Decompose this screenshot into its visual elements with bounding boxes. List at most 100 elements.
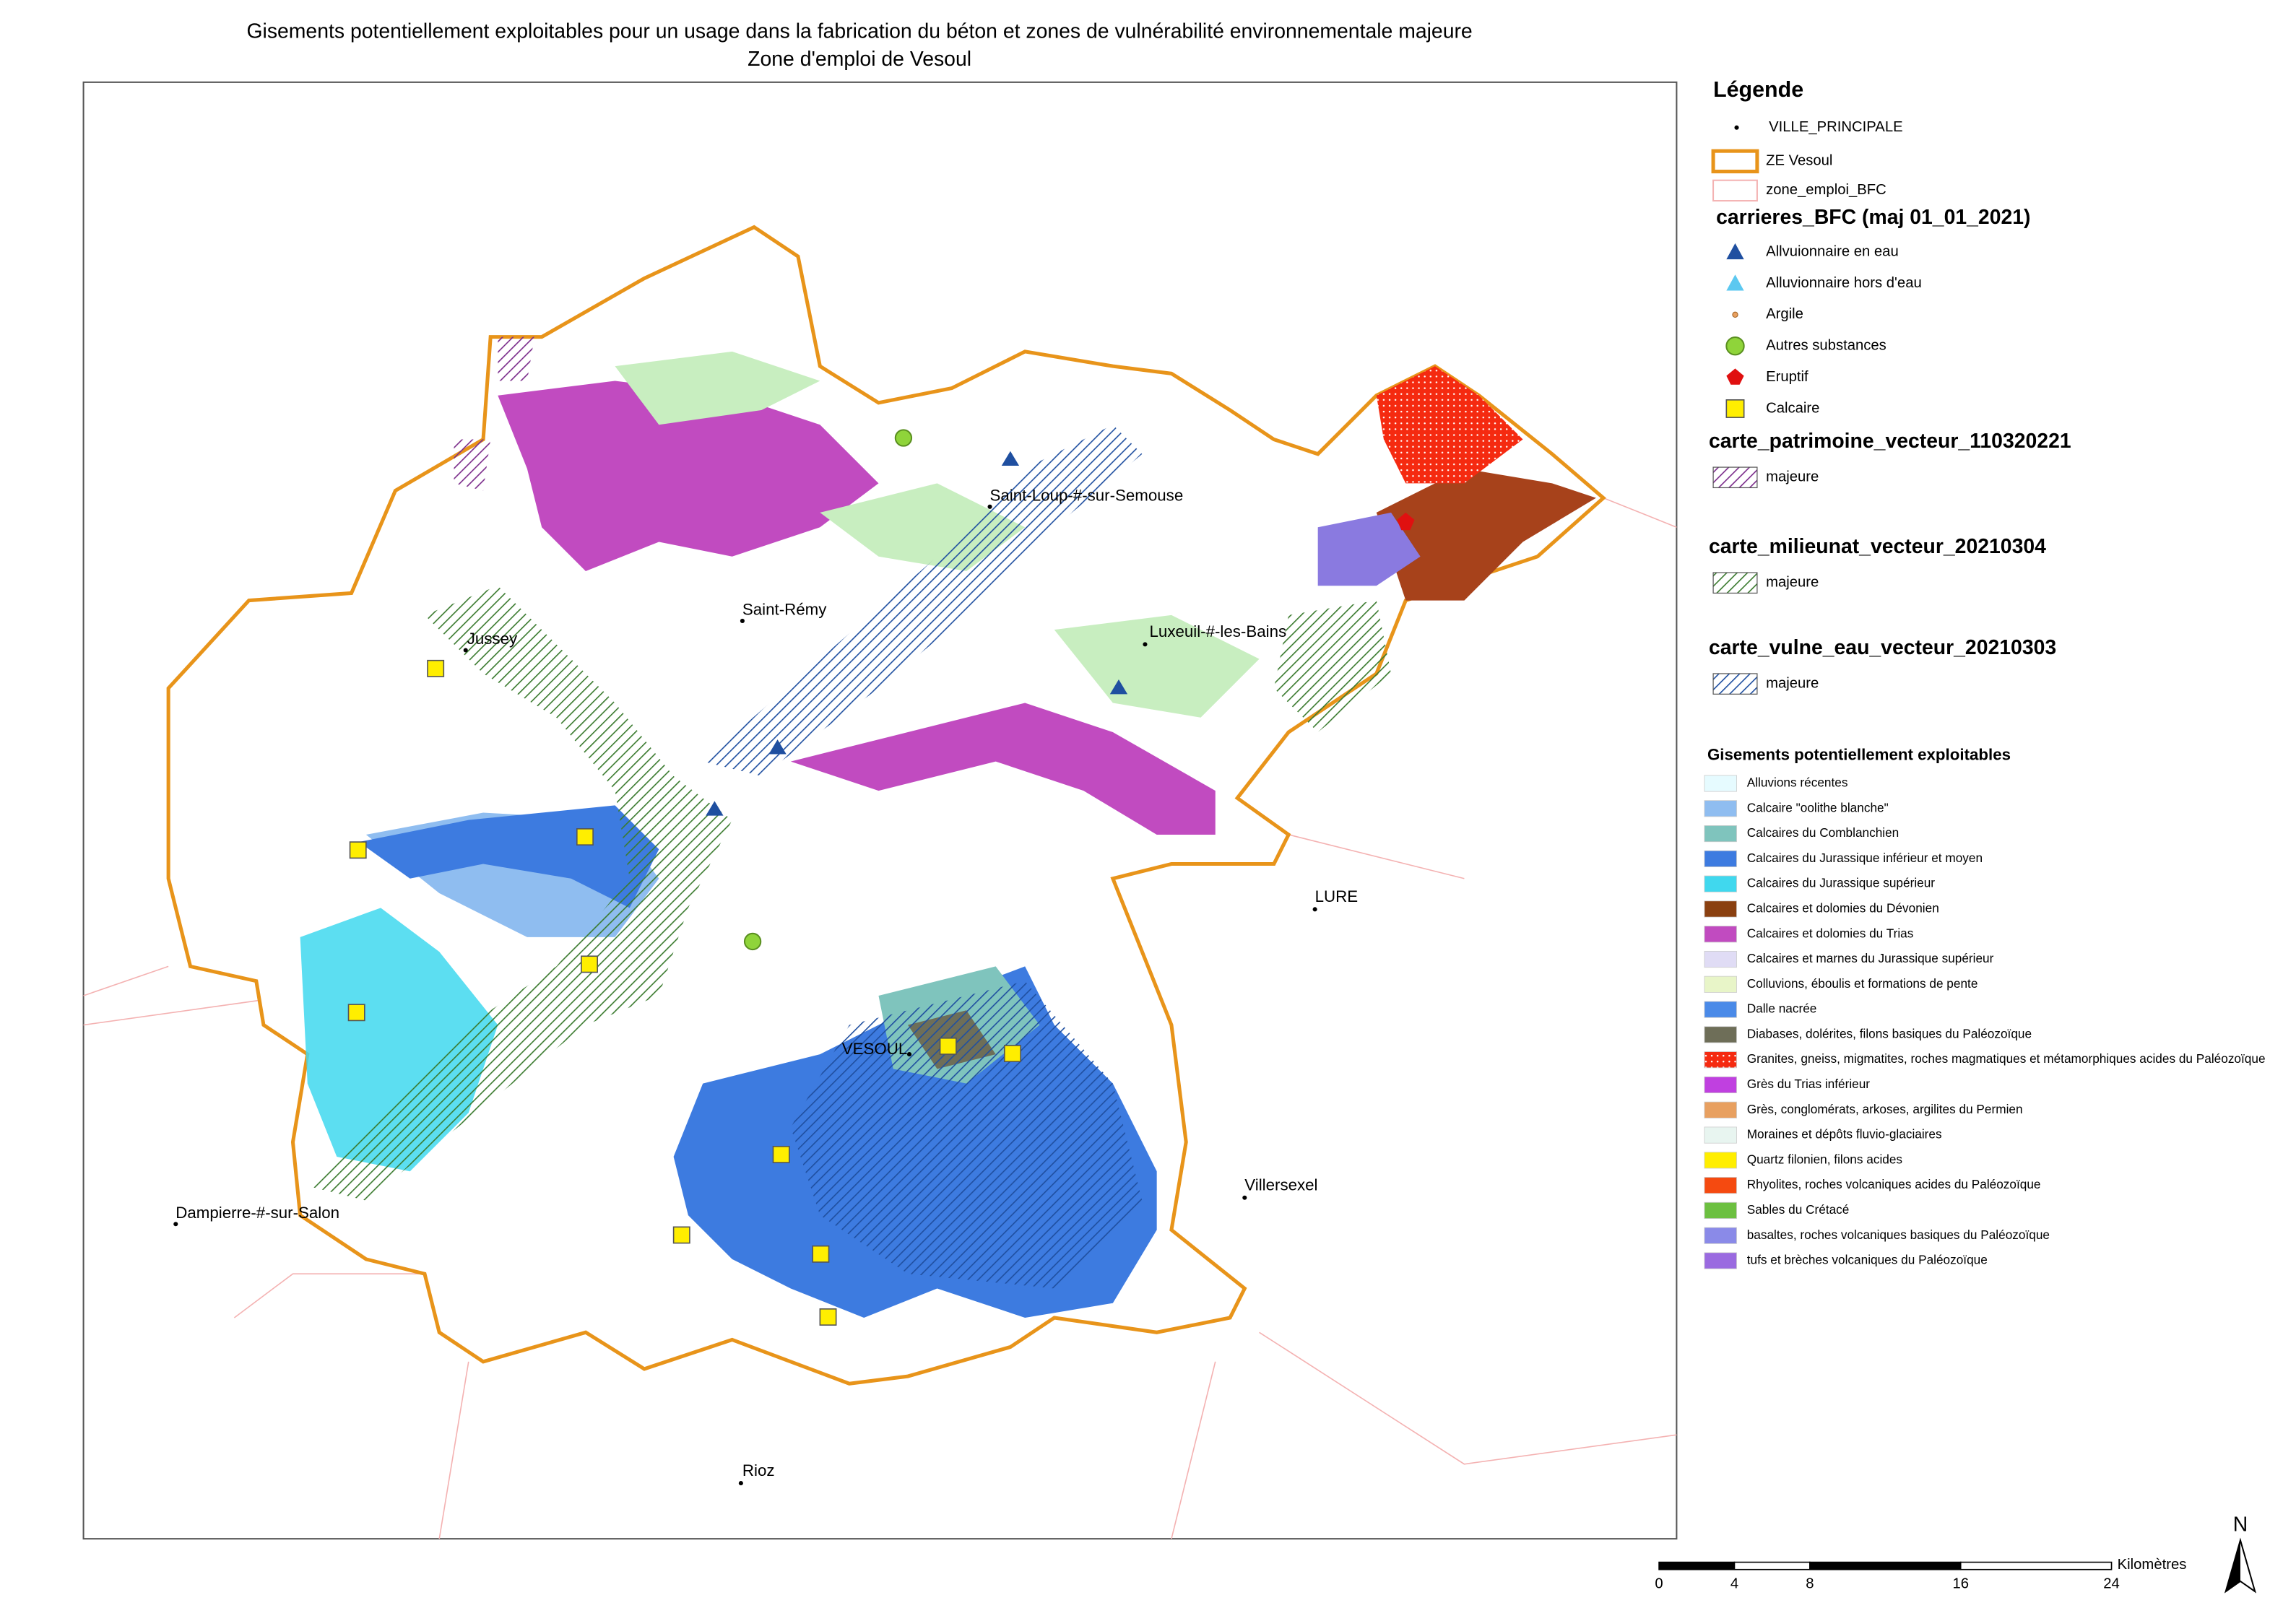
city-dot	[987, 504, 992, 509]
legend-swatch	[1704, 1026, 1737, 1043]
legend-header: carte_milieunat_vecteur_20210304	[1709, 535, 2046, 558]
legend-symbol	[1725, 399, 1745, 418]
legend-swatch	[1704, 950, 1737, 968]
quarries	[347, 429, 1415, 1326]
legend-symbol	[1726, 274, 1744, 291]
overlays	[307, 336, 1392, 1289]
scale-unit: Kilomètres	[2118, 1557, 2187, 1573]
city-dot	[906, 1052, 912, 1057]
legend-header: carte_vulne_eau_vecteur_20210303	[1709, 636, 2056, 659]
legend-swatch	[1704, 1177, 1737, 1194]
legend-swatch	[1704, 975, 1737, 993]
legend-swatch	[1704, 1076, 1737, 1094]
north-arrow: N	[2224, 1513, 2256, 1594]
city-dot	[1242, 1195, 1247, 1200]
legend-label: Dalle nacrée	[1747, 1001, 1817, 1016]
legend-swatch	[1704, 825, 1737, 843]
legend-label: Calcaires du Jurassique supérieur	[1747, 876, 1936, 890]
legend-label: zone_emploi_BFC	[1766, 182, 1886, 198]
legend-swatch	[1704, 1201, 1737, 1219]
scale-segment	[1658, 1561, 1736, 1570]
legend-label: Calcaire	[1766, 400, 1819, 416]
legend-label: Allvuionnaire en eau	[1766, 243, 1899, 259]
legend-label: Alluvionnaire hors d'eau	[1766, 275, 1922, 291]
scale-segment	[1733, 1561, 1811, 1570]
scale-label: 24	[2103, 1576, 2120, 1591]
legend-symbol	[1726, 368, 1744, 385]
legend-header: carte_patrimoine_vecteur_110320221	[1709, 430, 2071, 453]
scale-bar: 0 4 8 16 24 Kilomètres	[1655, 1557, 2186, 1591]
city-label: VESOUL	[842, 1040, 907, 1058]
ze-boundary	[166, 225, 1606, 1386]
legend-symbol	[1725, 336, 1745, 356]
city-dot	[1312, 907, 1317, 912]
legend: Légende VILLE_PRINCIPALE ZE Vesoul zone_emp…	[1704, 77, 2266, 1269]
city-label: Saint-Rémy	[742, 601, 827, 619]
city-dot	[1143, 642, 1148, 647]
legend-label: VILLE_PRINCIPALE	[1769, 119, 1902, 135]
city-label: Villersexel	[1244, 1175, 1317, 1194]
scale-label: 8	[1806, 1576, 1814, 1591]
legend-label: Eruptif	[1766, 369, 1808, 385]
title: Gisements potentiellement exploitables p…	[246, 19, 1472, 43]
city-label: Saint-Loup-#-sur-Semouse	[990, 487, 1184, 505]
legend-label: majeure	[1766, 469, 1819, 485]
legend-symbol	[1734, 125, 1739, 130]
legend-label: Argile	[1766, 306, 1803, 322]
scale-label: 16	[1952, 1576, 1969, 1591]
legend-swatch	[1704, 775, 1737, 792]
legend-label: Quartz filonien, filons acides	[1747, 1152, 1902, 1166]
legend-symbol	[1711, 149, 1759, 174]
legend-header: Gisements potentiellement exploitables	[1707, 745, 2011, 763]
subtitle: Zone d'emploi de Vesoul	[748, 48, 971, 71]
legend-title: Légende	[1713, 77, 1803, 102]
legend-swatch	[1704, 1126, 1737, 1144]
legend-symbol	[1726, 243, 1744, 260]
legend-label: majeure	[1766, 675, 1819, 691]
legend-label: Calcaires et dolomies du Trias	[1747, 926, 1914, 940]
city-label: Dampierre-#-sur-Salon	[176, 1204, 339, 1222]
legend-label: Diabases, dolérites, filons basiques du …	[1747, 1026, 2032, 1040]
legend-label: Calcaires du Jurassique inférieur et moy…	[1747, 851, 1983, 865]
legend-swatch	[1704, 1001, 1737, 1018]
legend-label: Calcaires et marnes du Jurassique supéri…	[1747, 951, 1994, 965]
legend-label: Granites, gneiss, migmatites, roches mag…	[1747, 1051, 2266, 1066]
legend-label: Calcaires et dolomies du Dévonien	[1747, 900, 1939, 915]
scale-label: 0	[1655, 1576, 1663, 1591]
legend-label: Moraines et dépôts fluvio-glaciaires	[1747, 1127, 1942, 1142]
scale-segment	[1809, 1561, 1962, 1570]
legend-symbol	[1712, 179, 1758, 202]
city-dot	[740, 618, 745, 623]
city-dot	[173, 1222, 178, 1227]
legend-swatch	[1704, 1252, 1737, 1269]
legend-swatch	[1704, 900, 1737, 918]
legend-label: Rhyolites, roches volcaniques acides du …	[1747, 1177, 2041, 1191]
legend-swatch	[1704, 1051, 1737, 1069]
legend-label: basaltes, roches volcaniques basiques du…	[1747, 1227, 2050, 1242]
legend-swatch	[1704, 800, 1737, 817]
legend-symbol	[1712, 466, 1758, 489]
legend-label: Autres substances	[1766, 338, 1886, 354]
city-label: Rioz	[742, 1461, 775, 1479]
legend-label: Grès du Trias inférieur	[1747, 1077, 1871, 1091]
legend-label: ZE Vesoul	[1766, 153, 1832, 169]
legend-symbol	[1712, 572, 1758, 594]
legend-label: Grès, conglomérats, arkoses, argilites d…	[1747, 1102, 2023, 1116]
cities: Saint-Loup-#-sur-Semouse Saint-Rémy Jussey…	[173, 487, 1358, 1486]
legend-label: tufs et brèches volcaniques du Paléozoïq…	[1747, 1253, 1988, 1267]
legend-swatch	[1704, 926, 1737, 943]
legend-label: Colluvions, éboulis et formations de pen…	[1747, 976, 1978, 991]
legend-label: Alluvions récentes	[1747, 775, 1848, 790]
legend-swatch	[1704, 1152, 1737, 1169]
scale-segment	[1959, 1561, 2113, 1570]
legend-swatch	[1704, 875, 1737, 892]
legend-label: majeure	[1766, 575, 1819, 591]
north-label: N	[2233, 1513, 2248, 1536]
legend-symbol	[1712, 673, 1758, 695]
legend-label: Sables du Crétacé	[1747, 1202, 1850, 1217]
legend-swatch	[1704, 850, 1737, 867]
legend-label: Calcaires du Comblanchien	[1747, 825, 1899, 840]
legend-swatch	[1704, 1227, 1737, 1244]
